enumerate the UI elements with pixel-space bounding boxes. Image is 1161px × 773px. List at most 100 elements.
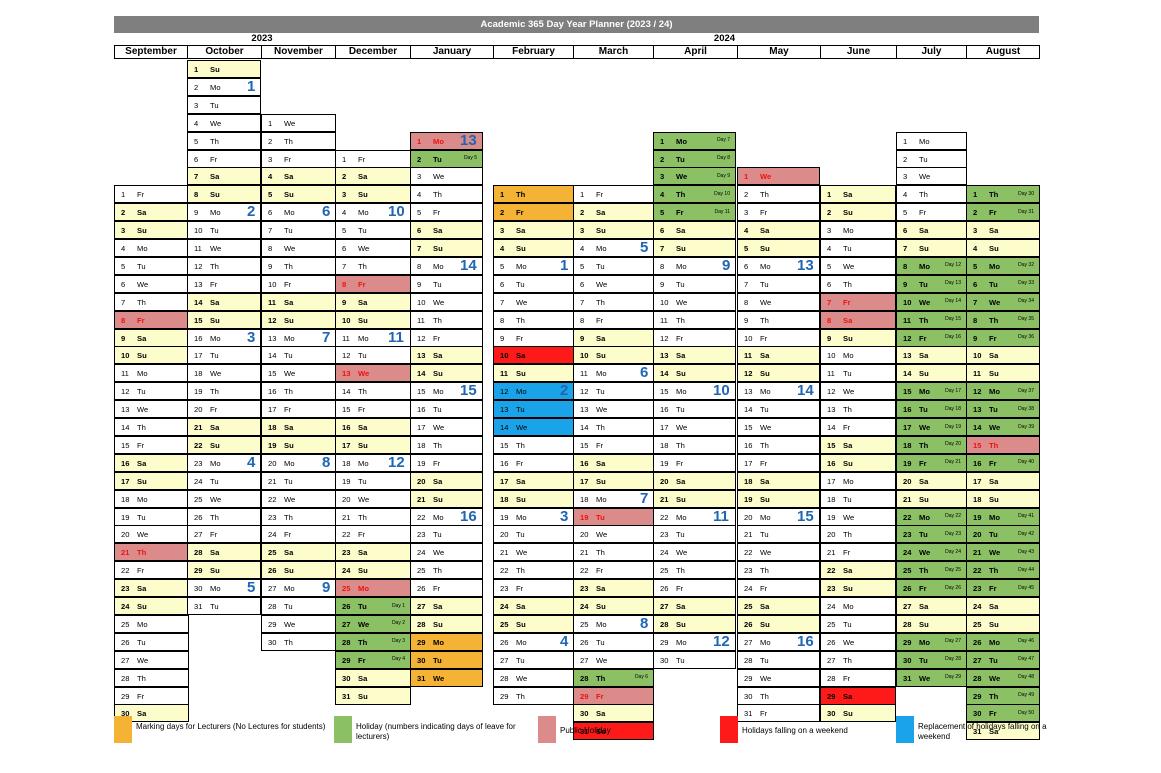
day-number: 18 (194, 369, 203, 379)
day-number: 25 (744, 602, 753, 611)
weekday-label: Th (989, 190, 999, 200)
day-number: 16 (827, 458, 836, 468)
day-cell: 25 We (187, 489, 261, 508)
day-number: 2 (744, 190, 749, 200)
weekday-label: Su (919, 619, 929, 629)
weekday-label: Tu (433, 405, 442, 415)
day-cell: 31 Su (573, 722, 654, 741)
weekday-label: Su (596, 351, 606, 361)
day-cell: 18 Mo (114, 489, 189, 508)
weekday-label: Fr (433, 584, 441, 594)
weekday-label: Th (137, 423, 146, 432)
legend-text-marking: Marking days for Lecturers (No Lectures … (136, 722, 326, 731)
legend-swatch-replacement (896, 716, 914, 743)
day-cell: 2 Sa (573, 203, 654, 222)
weekday-label: Su (843, 584, 853, 594)
weekday-label: Mo (433, 512, 444, 522)
weekday-label: Su (989, 494, 999, 504)
day-number: 5 (500, 261, 505, 271)
day-cell: 10 We Day 14 (896, 292, 967, 311)
weekday-label: Sa (596, 208, 606, 218)
leave-day-label: Day 10 (714, 190, 730, 197)
weekday-label: We (137, 655, 149, 665)
day-cell: 25 Su (966, 614, 1040, 633)
day-cell: 7 Su (410, 239, 483, 257)
day-number: 25 (660, 566, 669, 576)
weekday-label: Fr (516, 333, 524, 343)
day-number: 7 (417, 244, 422, 253)
leave-day-label: Day 46 (1018, 638, 1034, 645)
weekday-label: Su (210, 315, 220, 325)
weekday-label: Su (433, 619, 443, 629)
day-cell: 5 Fr (896, 203, 967, 222)
day-number: 2 (827, 208, 832, 218)
weekday-label: Fr (358, 154, 366, 164)
day-cell: 7 We (493, 292, 574, 311)
weekday-label: Su (210, 440, 220, 450)
day-cell: 6 Tu Day 33 (966, 274, 1040, 293)
weekday-label: Fr (284, 530, 292, 540)
day-number: 28 (417, 619, 426, 629)
day-cell: 5 Tu (114, 256, 189, 275)
leave-day-label: Day 1 (391, 602, 405, 609)
leave-day-label: Day 39 (1018, 423, 1034, 430)
leave-day-label: Day 19 (945, 423, 961, 430)
leave-day-label: Day 17 (945, 387, 961, 394)
day-cell: 12 Mo Day 37 (966, 382, 1040, 401)
day-cell: 10 Tu (187, 221, 261, 240)
day-cell: 14 Tu (261, 346, 336, 365)
weekday-label: We (596, 530, 608, 540)
day-number: 25 (903, 566, 912, 576)
day-number: 18 (500, 494, 509, 504)
day-number: 10 (580, 351, 589, 361)
day-number: 29 (342, 655, 351, 665)
day-number: 27 (342, 619, 351, 629)
weekday-label: We (919, 297, 931, 307)
day-cell: 27 We (573, 650, 654, 669)
day-number: 20 (121, 530, 130, 540)
legend-swatch-marking (114, 716, 132, 743)
weekday-label: We (760, 423, 772, 432)
day-number: 23 (660, 530, 669, 540)
day-cell: 22 We (737, 543, 820, 562)
day-number: 10 (973, 351, 982, 361)
day-number: 7 (342, 261, 347, 271)
weekday-label: We (516, 548, 528, 558)
day-cell: 22 Fr (573, 561, 654, 580)
day-cell: 25 Mo (114, 614, 189, 633)
day-number: 1 (660, 136, 665, 146)
weekday-label: Su (433, 369, 443, 379)
week-number: 2 (247, 203, 256, 221)
day-number: 16 (268, 387, 277, 397)
day-number: 26 (342, 602, 351, 611)
day-cell: 20 We (335, 489, 411, 508)
day-number: 4 (417, 190, 422, 200)
day-number: 1 (342, 154, 347, 164)
day-cell: 20 Fr (187, 400, 261, 419)
week-number: 15 (460, 382, 477, 400)
day-number: 15 (580, 440, 589, 450)
day-number: 3 (500, 226, 505, 236)
day-number: 25 (500, 619, 509, 629)
day-number: 2 (417, 154, 422, 164)
weekday-label: Th (284, 136, 293, 146)
day-cell: 1 Fr (573, 185, 654, 204)
day-cell: 6 Sa (653, 221, 736, 240)
day-number: 18 (903, 440, 912, 450)
day-cell: 21 Tu (737, 525, 820, 544)
weekday-label: Sa (843, 315, 853, 325)
day-cell: 6 Th (820, 274, 896, 293)
day-cell: 14 Th (114, 418, 189, 436)
weekday-label: Th (516, 315, 525, 325)
weekday-label: Sa (210, 548, 220, 558)
day-cell: 31 Sa (966, 722, 1040, 741)
weekday-label: Mo (137, 619, 148, 629)
day-cell: 3 We Day 9 (653, 167, 736, 186)
weekday-label: Tu (843, 369, 852, 379)
day-cell: 21 Su (653, 489, 736, 508)
day-cell: 16 Fr Day 40 (966, 453, 1040, 472)
weekday-label: Fr (516, 458, 524, 468)
day-cell: 7 Tu (737, 274, 820, 293)
weekday-label: Tu (284, 351, 293, 361)
week-number: 6 (322, 203, 331, 221)
